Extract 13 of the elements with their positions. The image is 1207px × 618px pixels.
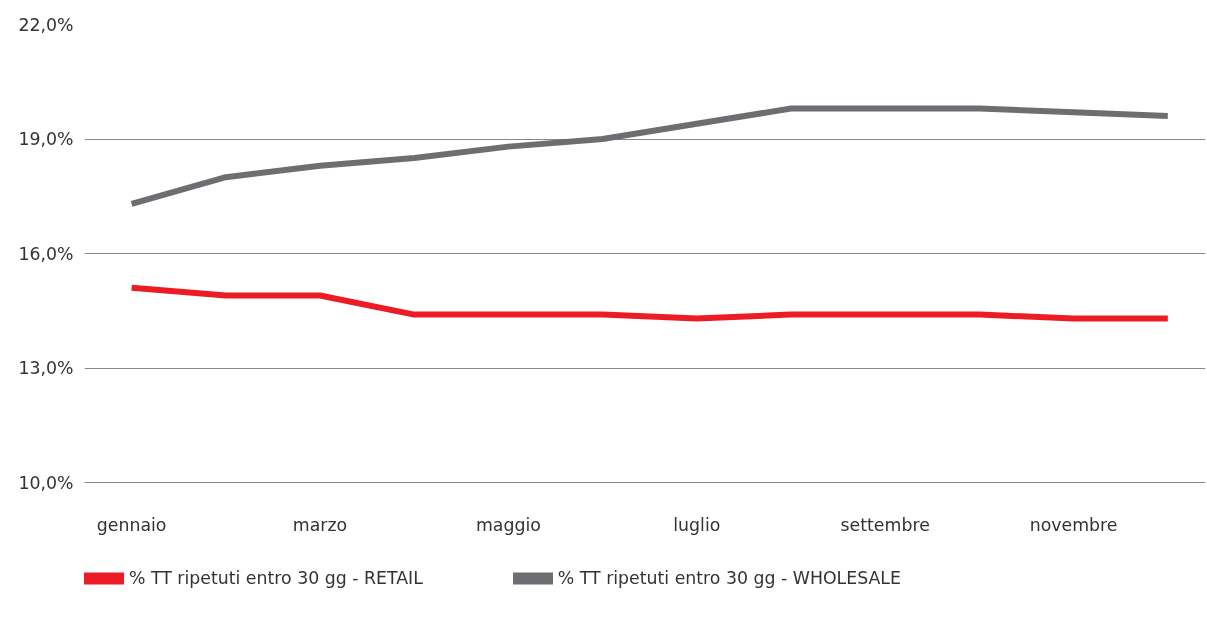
x-tick-label: marzo xyxy=(292,514,348,535)
y-tick-label: 10,0% xyxy=(18,472,74,493)
legend-label: % TT ripetuti entro 30 gg - RETAIL xyxy=(129,568,423,588)
x-tick-label: maggio xyxy=(475,514,541,535)
x-tick-label: settembre xyxy=(840,514,930,535)
legend-label: % TT ripetuti entro 30 gg - WHOLESALE xyxy=(557,568,901,588)
y-tick-label: 16,0% xyxy=(18,243,74,264)
y-tick-label: 13,0% xyxy=(18,358,74,378)
x-tick-label: gennaio xyxy=(96,514,167,535)
y-tick-label: 19,0% xyxy=(18,129,74,149)
x-tick-label: novembre xyxy=(1029,514,1118,535)
y-tick-label: 22,0% xyxy=(18,14,74,35)
x-tick-label: luglio xyxy=(673,514,721,535)
